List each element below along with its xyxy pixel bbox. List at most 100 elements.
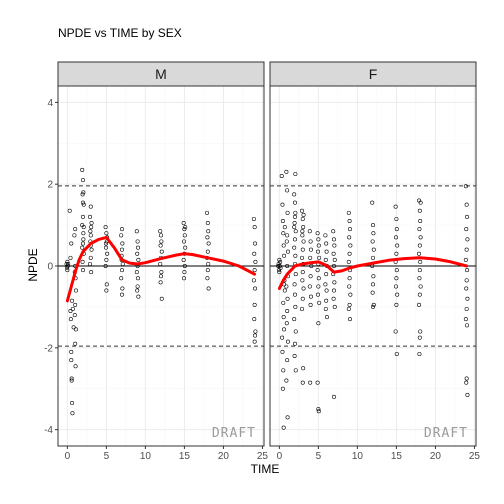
- facet-panel-m: M DRAFT 0 5 10 15 20 25 -4 -2 0 2 4: [44, 61, 268, 462]
- data-point: [371, 247, 376, 252]
- x-tick-label: 20: [218, 451, 230, 462]
- data-point: [307, 284, 312, 289]
- data-point: [308, 380, 313, 385]
- data-point: [182, 239, 187, 244]
- data-point: [205, 268, 210, 273]
- data-point: [324, 315, 329, 320]
- data-point: [89, 225, 94, 230]
- data-point: [316, 409, 321, 414]
- data-point: [104, 282, 109, 287]
- data-point: [88, 229, 93, 234]
- data-point: [464, 202, 469, 207]
- data-point: [135, 288, 140, 293]
- data-point: [308, 274, 313, 279]
- data-point: [80, 245, 85, 250]
- data-point: [347, 302, 352, 307]
- data-point: [331, 296, 336, 301]
- data-point: [284, 321, 289, 326]
- data-point: [158, 243, 163, 248]
- data-point: [206, 286, 211, 291]
- data-point: [119, 233, 124, 238]
- data-point: [119, 276, 124, 281]
- data-point: [299, 208, 304, 213]
- data-point: [120, 241, 125, 246]
- data-point: [332, 280, 337, 285]
- data-point: [347, 276, 352, 281]
- data-point: [463, 184, 468, 189]
- data-point: [317, 255, 322, 260]
- data-point: [417, 292, 422, 297]
- y-tick-label: -4: [44, 425, 53, 436]
- data-point: [285, 249, 290, 254]
- data-point: [300, 380, 305, 385]
- data-point: [69, 349, 74, 354]
- data-point: [81, 237, 86, 242]
- data-point: [183, 245, 188, 250]
- data-point: [292, 292, 297, 297]
- data-point: [308, 302, 313, 307]
- data-point: [346, 306, 351, 311]
- facet-strip: [269, 61, 477, 87]
- data-point: [72, 233, 77, 238]
- facet-panel-f: F DRAFT 0 5 10 15 20 25: [269, 61, 481, 462]
- data-point: [393, 329, 398, 334]
- x-tick-label: 20: [430, 451, 442, 462]
- data-point: [119, 247, 124, 252]
- data-point: [293, 304, 298, 309]
- data-point: [315, 231, 320, 236]
- data-point: [253, 241, 258, 246]
- data-point: [103, 245, 108, 250]
- data-point: [464, 247, 469, 252]
- data-point: [284, 378, 289, 383]
- data-point: [394, 251, 399, 256]
- data-point: [300, 229, 305, 234]
- data-point: [252, 339, 257, 344]
- data-point: [89, 247, 94, 252]
- data-point: [69, 376, 74, 381]
- data-point: [394, 216, 399, 221]
- data-point: [463, 317, 468, 322]
- data-point: [418, 259, 423, 264]
- data-point: [119, 227, 124, 232]
- data-point: [300, 216, 305, 221]
- data-point: [182, 263, 187, 268]
- x-tick-label: 25: [469, 451, 481, 462]
- data-point: [331, 394, 336, 399]
- data-point: [65, 268, 70, 273]
- data-point: [292, 353, 297, 358]
- data-point: [292, 282, 297, 287]
- data-point: [417, 276, 422, 281]
- data-point: [316, 237, 321, 242]
- data-point: [292, 221, 297, 226]
- data-point: [206, 241, 211, 246]
- data-point: [464, 376, 469, 381]
- y-tick-label: 2: [47, 180, 53, 191]
- data-point: [159, 270, 164, 275]
- data-point: [120, 261, 125, 266]
- chart-title: NPDE vs TIME by SEX: [58, 26, 182, 40]
- data-point: [331, 251, 336, 256]
- data-point: [299, 255, 304, 260]
- data-point: [301, 286, 306, 291]
- data-point: [253, 329, 258, 334]
- data-point: [324, 249, 329, 254]
- draft-watermark: DRAFT: [212, 426, 256, 441]
- data-point: [299, 306, 304, 311]
- data-point: [65, 263, 70, 268]
- data-point: [317, 300, 322, 305]
- data-point: [285, 415, 290, 420]
- data-point: [465, 296, 470, 301]
- data-point: [464, 278, 469, 283]
- data-point: [308, 239, 313, 244]
- data-point: [316, 276, 321, 281]
- data-point: [252, 302, 257, 307]
- data-point: [253, 286, 258, 291]
- data-point: [370, 200, 375, 205]
- data-point: [293, 210, 298, 215]
- data-point: [331, 263, 336, 268]
- data-point: [135, 284, 140, 289]
- data-point: [280, 202, 285, 207]
- data-point: [87, 261, 92, 266]
- data-point: [119, 268, 124, 273]
- data-point: [292, 341, 297, 346]
